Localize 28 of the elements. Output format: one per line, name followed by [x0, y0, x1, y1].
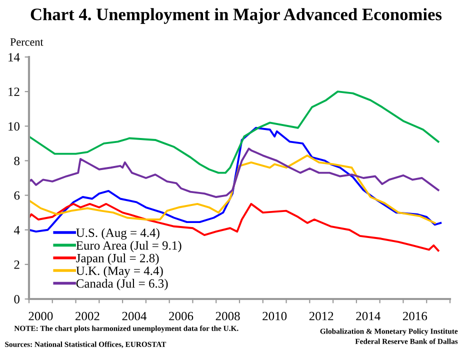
legend-label: Euro Area (Jul = 9.1) [76, 240, 182, 252]
y-tick-label: 4 [14, 226, 20, 234]
x-tick-label: 2004 [122, 312, 147, 320]
x-tick-label: 2000 [28, 312, 53, 320]
line-series [29, 148, 440, 198]
legend-label: Japan (Jul = 2.8) [76, 254, 159, 265]
x-tick-label: 2006 [169, 312, 194, 320]
x-tick-label: 2002 [76, 312, 100, 320]
y-tick-label: 0 [14, 295, 20, 304]
y-tick-label: 6 [14, 191, 20, 200]
y-tick-label: 14 [8, 53, 20, 62]
legend-label: Canada (Jul = 6.3) [76, 278, 168, 290]
legend-label: U.K. (May = 4.4) [76, 266, 163, 278]
x-tick-label: 2012 [309, 312, 334, 320]
x-tick-label: 2014 [356, 312, 380, 320]
y-axis-title: Percent [10, 38, 44, 46]
chart-title: Chart 4. Unemployment in Major Advanced Economies [30, 8, 442, 24]
legend-label: U.S. (Aug = 4.4) [76, 228, 160, 240]
y-tick-label: 10 [8, 122, 20, 131]
line-series [29, 202, 440, 252]
line-series [29, 154, 436, 224]
x-tick-label: 2016 [402, 312, 428, 320]
y-tick-label: 12 [8, 88, 20, 96]
x-tick-label: 2008 [216, 312, 240, 320]
y-tick-label: 2 [14, 260, 20, 269]
line-series [29, 90, 440, 174]
x-tick-label: 2010 [262, 312, 287, 320]
y-tick-label: 8 [14, 156, 20, 166]
